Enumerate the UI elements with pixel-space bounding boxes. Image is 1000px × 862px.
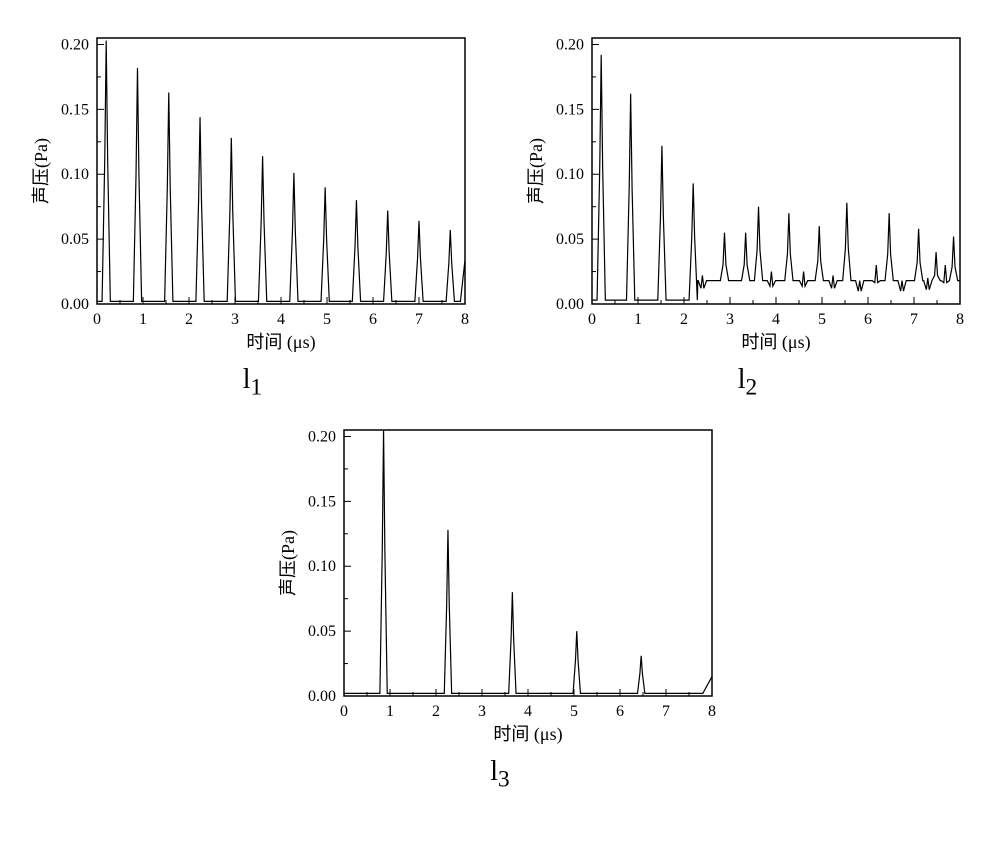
svg-text:0: 0 — [340, 703, 348, 720]
svg-text:1: 1 — [634, 311, 642, 328]
svg-text:4: 4 — [772, 311, 780, 328]
svg-text:5: 5 — [818, 311, 826, 328]
svg-text:0.05: 0.05 — [308, 623, 336, 640]
data-series — [97, 41, 465, 302]
y-axis-title: 声压(Pa) — [31, 138, 52, 204]
svg-text:8: 8 — [708, 703, 716, 720]
x-axis-title: 时间 (μs) — [493, 724, 562, 745]
svg-text:0.00: 0.00 — [308, 688, 336, 705]
chart-grid: 0 1 2 3 4 5 6 7 8 0.00 0.05 0.10 0.15 0.20 时间 (μs) 声压(P… — [20, 20, 980, 793]
y-axis-title: 声压(Pa) — [526, 138, 547, 204]
svg-text:5: 5 — [323, 311, 331, 328]
svg-text:0.20: 0.20 — [556, 36, 584, 53]
svg-text:6: 6 — [864, 311, 872, 328]
svg-text:0.10: 0.10 — [556, 166, 584, 183]
svg-text:0.10: 0.10 — [308, 558, 336, 575]
chart-l3-wrap: 0 1 2 3 4 5 6 7 8 0.00 0.05 0.10 0.15 0.20 时间 (μs) 声压(P… — [270, 412, 730, 794]
svg-text:0.15: 0.15 — [556, 101, 584, 118]
svg-text:1: 1 — [386, 703, 394, 720]
svg-text:0: 0 — [93, 311, 101, 328]
chart-svg: 0 1 2 3 4 5 6 7 8 0.00 0.05 0.10 0.15 0.20 时间 (μs) 声压(P… — [518, 20, 978, 360]
svg-text:8: 8 — [461, 311, 469, 328]
plot-frame — [344, 430, 712, 696]
svg-text:4: 4 — [524, 703, 532, 720]
svg-text:0.15: 0.15 — [61, 101, 89, 118]
svg-text:2: 2 — [432, 703, 440, 720]
data-series — [344, 430, 712, 693]
svg-text:6: 6 — [369, 311, 377, 328]
x-axis-title: 时间 (μs) — [741, 332, 810, 353]
svg-text:0.10: 0.10 — [61, 166, 89, 183]
svg-text:3: 3 — [231, 311, 239, 328]
plot-frame — [97, 38, 465, 304]
chart-l1: 0 1 2 3 4 5 6 7 8 0.00 0.05 0.10 0.15 0.20 时间 (μs) 声压(P… — [23, 20, 483, 360]
svg-text:7: 7 — [415, 311, 423, 328]
svg-text:0.00: 0.00 — [61, 296, 89, 313]
subplot-label-l1: l1 — [243, 364, 262, 402]
svg-text:8: 8 — [956, 311, 964, 328]
svg-text:5: 5 — [570, 703, 578, 720]
svg-text:7: 7 — [662, 703, 670, 720]
svg-text:0.05: 0.05 — [556, 231, 584, 248]
subplot-label-l3: l3 — [490, 756, 509, 794]
chart-l3: 0 1 2 3 4 5 6 7 8 0.00 0.05 0.10 0.15 0.20 时间 (μs) 声压(P… — [270, 412, 730, 752]
svg-text:3: 3 — [726, 311, 734, 328]
svg-text:0.15: 0.15 — [308, 493, 336, 510]
svg-text:7: 7 — [910, 311, 918, 328]
chart-svg: 0 1 2 3 4 5 6 7 8 0.00 0.05 0.10 0.15 0.20 时间 (μs) 声压(P… — [270, 412, 730, 752]
svg-text:4: 4 — [277, 311, 285, 328]
chart-l2: 0 1 2 3 4 5 6 7 8 0.00 0.05 0.10 0.15 0.20 时间 (μs) 声压(P… — [518, 20, 978, 360]
data-series — [592, 55, 960, 300]
y-axis-title: 声压(Pa) — [278, 530, 299, 596]
svg-text:0.00: 0.00 — [556, 296, 584, 313]
chart-l1-wrap: 0 1 2 3 4 5 6 7 8 0.00 0.05 0.10 0.15 0.20 时间 (μs) 声压(P… — [23, 20, 483, 402]
svg-text:3: 3 — [478, 703, 486, 720]
subplot-label-l2: l2 — [738, 364, 757, 402]
svg-text:1: 1 — [139, 311, 147, 328]
plot-frame — [592, 38, 960, 304]
svg-text:0: 0 — [588, 311, 596, 328]
svg-text:6: 6 — [616, 703, 624, 720]
x-axis-title: 时间 (μs) — [246, 332, 315, 353]
svg-text:0.20: 0.20 — [61, 36, 89, 53]
chart-l2-wrap: 0 1 2 3 4 5 6 7 8 0.00 0.05 0.10 0.15 0.20 时间 (μs) 声压(P… — [518, 20, 978, 402]
svg-text:0.05: 0.05 — [61, 231, 89, 248]
chart-svg: 0 1 2 3 4 5 6 7 8 0.00 0.05 0.10 0.15 0.20 时间 (μs) 声压(P… — [23, 20, 483, 360]
svg-text:0.20: 0.20 — [308, 428, 336, 445]
svg-text:2: 2 — [185, 311, 193, 328]
svg-text:2: 2 — [680, 311, 688, 328]
